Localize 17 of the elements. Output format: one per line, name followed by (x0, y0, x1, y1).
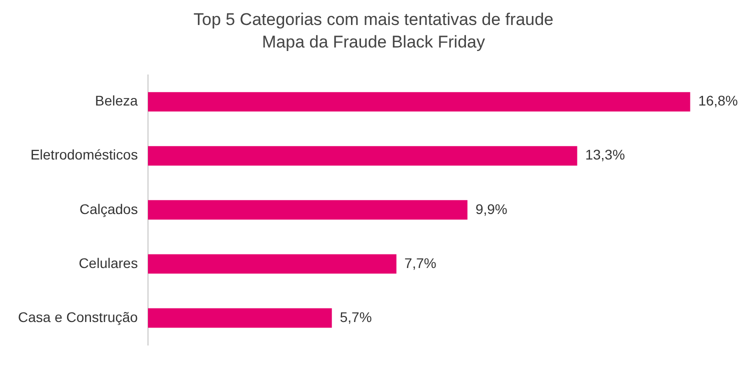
data-label: 9,9% (475, 200, 508, 217)
data-label: 7,7% (404, 254, 436, 271)
chart-subtitle: Mapa da Fraude Black Friday (262, 32, 486, 52)
y-tick-label: Celulares (78, 254, 138, 271)
y-tick-label: Calçados (79, 200, 138, 217)
y-tick-label: Casa e Construção (18, 308, 138, 325)
data-label: 16,8% (698, 92, 738, 109)
data-label: 13,3% (585, 146, 625, 163)
data-label: 5,7% (340, 308, 372, 325)
chart-title: Top 5 Categorias com mais tentativas de fraude (193, 10, 554, 29)
bar (148, 200, 468, 220)
bar (148, 254, 396, 274)
bar (148, 146, 578, 166)
bar (148, 308, 332, 328)
y-tick-label: Eletrodomésticos (30, 146, 138, 163)
bar (148, 92, 690, 112)
y-tick-label: Beleza (95, 92, 138, 109)
